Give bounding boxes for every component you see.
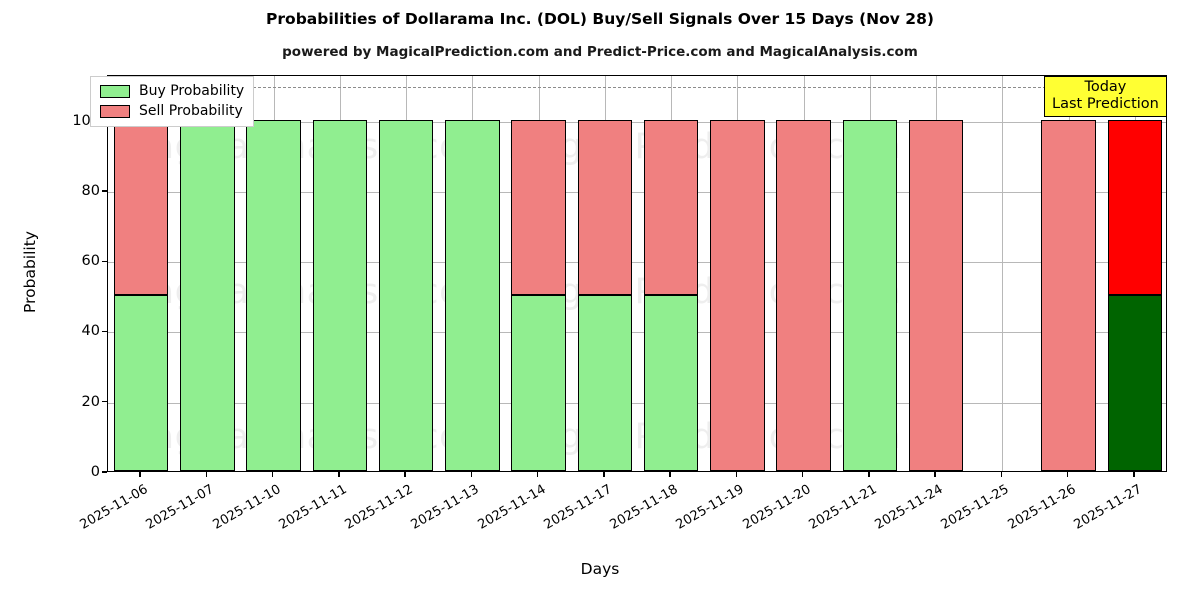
x-axis-tick-mark bbox=[868, 472, 870, 477]
bar-segment-buy[interactable] bbox=[842, 119, 898, 471]
bar-group[interactable] bbox=[643, 76, 699, 471]
bar-group[interactable] bbox=[113, 76, 169, 471]
bar-group[interactable] bbox=[445, 76, 500, 471]
y-axis-label: Probability bbox=[21, 230, 39, 313]
bar-segment-buy[interactable] bbox=[445, 119, 500, 471]
x-axis-tick-mark bbox=[536, 472, 539, 477]
y-axis-tick-mark bbox=[102, 471, 107, 473]
x-axis-tick-mark bbox=[1000, 472, 1003, 477]
bar-segment-sell[interactable] bbox=[776, 119, 831, 471]
bar-segment-buy[interactable] bbox=[378, 119, 434, 471]
reference-dashed-line bbox=[108, 86, 1166, 88]
bar-segment-sell[interactable] bbox=[908, 119, 964, 471]
legend-item: Sell Probability bbox=[100, 103, 244, 119]
y-axis-tick-label: 20 bbox=[81, 393, 100, 410]
bar-segment-buy[interactable] bbox=[113, 295, 169, 471]
bar-group[interactable] bbox=[908, 76, 964, 471]
bar-group[interactable] bbox=[246, 76, 301, 471]
bar-segment-sell[interactable] bbox=[1041, 119, 1096, 471]
bar-group[interactable] bbox=[577, 76, 633, 471]
bar-segment-buy[interactable] bbox=[643, 295, 699, 471]
bar-segment-buy[interactable] bbox=[1107, 295, 1163, 471]
x-axis-tick-mark bbox=[1066, 472, 1069, 477]
x-axis-tick-mark bbox=[338, 472, 340, 477]
y-axis-tick-mark bbox=[102, 330, 107, 333]
page-title: Probabilities of Dollarama Inc. (DOL) Bu… bbox=[266, 10, 934, 28]
chart-legend: Buy Probability Sell Probability bbox=[90, 76, 255, 127]
bar-group[interactable] bbox=[776, 76, 831, 471]
x-axis-label: Days bbox=[580, 560, 620, 578]
bar-segment-sell[interactable] bbox=[113, 119, 169, 296]
chart-subtitle: powered by MagicalPrediction.com and Pre… bbox=[282, 44, 918, 60]
bar-group[interactable] bbox=[842, 76, 898, 471]
x-axis-tick-mark bbox=[669, 472, 671, 477]
bar-segment-sell[interactable] bbox=[577, 119, 633, 296]
plot-area: MagicalAnalysis.com MagicaPrediction.com… bbox=[107, 75, 1167, 472]
legend-item-label: Buy Probability bbox=[139, 83, 245, 99]
bar-group[interactable] bbox=[180, 76, 235, 471]
x-axis-tick-mark bbox=[1133, 472, 1135, 477]
bar-segment-buy[interactable] bbox=[180, 119, 235, 471]
bar-segment-sell[interactable] bbox=[710, 119, 765, 471]
x-axis-tick-mark bbox=[934, 472, 936, 477]
bar-segment-sell[interactable] bbox=[1107, 119, 1163, 296]
gridline-horizontal bbox=[108, 191, 1166, 193]
y-axis-tick-label: 40 bbox=[81, 323, 100, 340]
today-annotation: Today Last Prediction bbox=[1044, 76, 1167, 118]
y-axis-tick-mark bbox=[102, 401, 107, 403]
legend-item-label: Sell Probability bbox=[139, 103, 243, 119]
bar-group[interactable] bbox=[1041, 76, 1096, 471]
bar-segment-buy[interactable] bbox=[511, 295, 566, 471]
bar-segment-buy[interactable] bbox=[246, 119, 301, 471]
gridline-vertical bbox=[1002, 76, 1004, 471]
bar-group[interactable] bbox=[1107, 76, 1163, 471]
y-axis-tick-label: 0 bbox=[90, 464, 100, 480]
x-axis-tick-mark bbox=[801, 472, 804, 477]
x-axis-tick-mark bbox=[404, 472, 406, 477]
legend-color-swatch bbox=[100, 84, 130, 98]
bar-segment-buy[interactable] bbox=[312, 119, 368, 471]
x-axis-tick-mark bbox=[139, 472, 141, 477]
x-axis-tick-mark bbox=[735, 472, 738, 477]
today-annotation-line1: Today bbox=[1084, 79, 1127, 95]
y-axis-tick-mark bbox=[102, 190, 107, 192]
legend-item: Buy Probability bbox=[100, 83, 244, 99]
bar-group[interactable] bbox=[312, 76, 368, 471]
gridline-horizontal bbox=[108, 332, 1166, 334]
bar-group[interactable] bbox=[511, 76, 566, 471]
y-axis-tick-mark bbox=[102, 260, 107, 262]
legend-color-swatch bbox=[100, 104, 130, 118]
gridline-horizontal bbox=[108, 262, 1166, 264]
gridline-horizontal bbox=[108, 121, 1166, 123]
x-axis-tick-mark bbox=[271, 472, 274, 477]
today-annotation-line2: Last Prediction bbox=[1052, 96, 1159, 113]
bar-segment-sell[interactable] bbox=[511, 119, 566, 296]
bar-group[interactable] bbox=[378, 76, 434, 471]
x-axis-tick-mark bbox=[205, 472, 208, 477]
gridline-horizontal bbox=[108, 402, 1166, 404]
x-axis-tick-mark bbox=[603, 472, 605, 477]
bar-group[interactable] bbox=[710, 76, 765, 471]
y-axis-tick-label: 60 bbox=[81, 253, 100, 270]
bar-segment-sell[interactable] bbox=[643, 119, 699, 296]
bar-segment-buy[interactable] bbox=[577, 295, 633, 471]
x-axis-tick-mark bbox=[470, 472, 473, 477]
y-axis-tick-label: 80 bbox=[81, 182, 100, 199]
